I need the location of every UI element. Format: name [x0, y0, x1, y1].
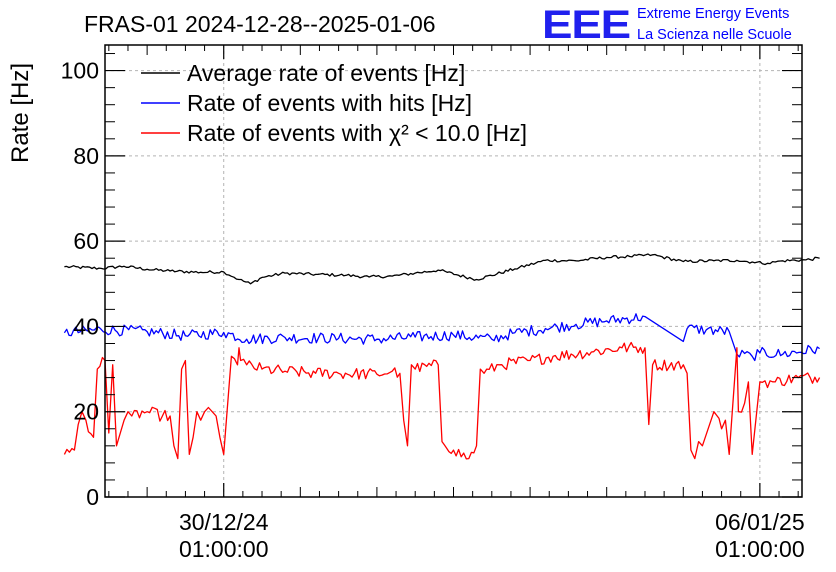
x-tick-label-time: 01:00:00: [715, 536, 805, 562]
eee-logo-line1: Extreme Energy Events: [637, 6, 789, 22]
grid-lines: [105, 45, 802, 497]
legend-label-2: Rate of events with hits [Hz]: [187, 90, 472, 116]
chart-title: FRAS-01 2024-12-28--2025-01-06: [84, 11, 436, 37]
legend-label-3: Rate of events with χ² < 10.0 [Hz]: [187, 120, 527, 146]
legend-label-1: Average rate of events [Hz]: [187, 60, 465, 86]
y-tick-label: 40: [73, 313, 99, 339]
x-tick-label-date: 06/01/25: [715, 509, 805, 535]
y-axis: 0 20 40 60 80 100: [61, 53, 802, 510]
eee-logo: EEE Extreme Energy Events La Scienza nel…: [542, 3, 792, 47]
y-tick-label: 100: [61, 58, 99, 84]
y-tick-label: 0: [86, 484, 99, 510]
y-tick-label: 20: [73, 399, 99, 425]
legend: Average rate of events [Hz] Rate of event…: [141, 60, 527, 146]
eee-logo-mark: EEE: [542, 3, 630, 47]
y-tick-label: 80: [73, 143, 99, 169]
plot-area: [63, 253, 821, 460]
x-tick-label-date: 30/12/24: [179, 509, 269, 535]
series-line-2: [63, 313, 820, 362]
x-tick-label-time: 01:00:00: [179, 536, 269, 562]
eee-logo-line2: La Scienza nelle Scuole: [637, 27, 792, 43]
series-line-3: [63, 341, 821, 460]
y-axis-label: Rate [Hz]: [7, 63, 34, 163]
series-line-1: [64, 253, 820, 285]
y-tick-label: 60: [73, 228, 99, 254]
